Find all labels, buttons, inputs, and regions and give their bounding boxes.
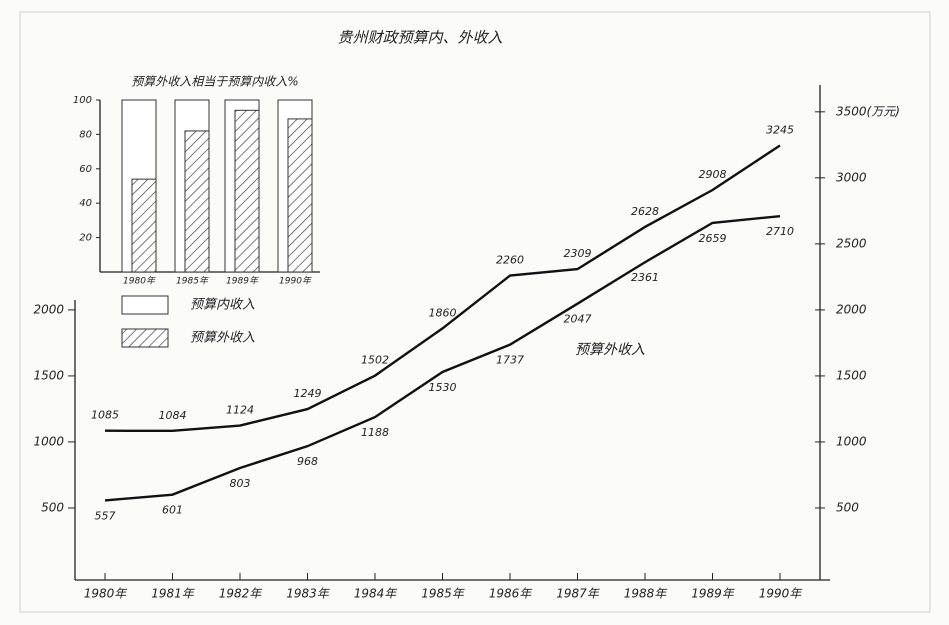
x-tick-label: 1980年 xyxy=(84,587,129,601)
data-label: 1737 xyxy=(496,354,524,367)
y-tick-label: 40 xyxy=(79,198,92,209)
y2-tick-label: 3000 xyxy=(836,170,867,184)
data-label: 968 xyxy=(297,455,318,468)
legend-swatch xyxy=(121,295,169,315)
x-tick-label: 1989年 xyxy=(226,276,259,287)
bar xyxy=(234,109,260,273)
x-tick-label: 1983年 xyxy=(286,587,331,601)
line xyxy=(104,214,781,502)
x-tick-label: 1985年 xyxy=(421,587,466,601)
x-tick-label: 1989年 xyxy=(691,587,736,601)
data-label: 2361 xyxy=(631,271,659,284)
y-tick-label: 100 xyxy=(73,95,92,106)
line xyxy=(104,144,781,433)
data-label: 2628 xyxy=(631,205,659,218)
data-label: 2260 xyxy=(496,254,524,267)
y2-tick-label: 1500 xyxy=(836,368,867,382)
y-tick-label: 1000 xyxy=(33,434,64,448)
x-tick-label: 1990年 xyxy=(279,276,312,287)
data-label: 3245 xyxy=(766,123,794,136)
data-label: 1124 xyxy=(226,404,254,417)
bar xyxy=(131,178,157,273)
annotation: 预算外收入 xyxy=(575,342,645,358)
data-label: 1084 xyxy=(159,409,187,422)
data-label: 1502 xyxy=(361,354,389,367)
legend-swatch xyxy=(121,328,169,348)
chart-title: 贵州财政预算内、外收入 xyxy=(337,29,502,47)
y-tick-label: 60 xyxy=(79,164,92,175)
data-label: 803 xyxy=(230,477,251,490)
data-label: 2908 xyxy=(699,168,727,181)
data-label: 601 xyxy=(162,504,183,517)
data-label: 2659 xyxy=(699,232,727,245)
x-tick-label: 1982年 xyxy=(219,587,264,601)
data-label: 1188 xyxy=(361,426,389,439)
x-tick-label: 1981年 xyxy=(151,587,196,601)
data-label: 1249 xyxy=(294,387,322,400)
legend-label: 预算内收入 xyxy=(190,298,255,313)
y2-tick-label: 2500 xyxy=(836,236,867,250)
data-label: 1860 xyxy=(429,306,457,319)
data-label: 1530 xyxy=(429,381,457,394)
frame xyxy=(19,11,931,613)
data-label: 1085 xyxy=(91,409,119,422)
bar xyxy=(287,118,313,273)
data-label: 2710 xyxy=(766,225,794,238)
legend-label: 预算外收入 xyxy=(190,331,255,346)
y-tick-label: 2000 xyxy=(33,302,64,316)
x-tick-label: 1990年 xyxy=(759,587,804,601)
x-tick-label: 1984年 xyxy=(354,587,399,601)
inset-title: 预算外收入相当于预算内收入% xyxy=(131,75,298,89)
x-tick-label: 1988年 xyxy=(624,587,669,601)
data-label: 2047 xyxy=(564,313,592,326)
bar xyxy=(184,130,210,273)
x-tick-label: 1986年 xyxy=(489,587,534,601)
y-tick-label: 80 xyxy=(79,129,92,140)
y2-tick-label: 2000 xyxy=(836,302,867,316)
data-label: 2309 xyxy=(564,247,592,260)
y-tick-label: 500 xyxy=(41,500,64,514)
x-tick-label: 1987年 xyxy=(556,587,601,601)
y2-tick-label: 500 xyxy=(836,500,859,514)
x-tick-label: 1980年 xyxy=(123,276,156,287)
y-tick-label: 20 xyxy=(79,233,92,244)
x-tick-label: 1985年 xyxy=(176,276,209,287)
data-label: 557 xyxy=(95,509,116,522)
y2-tick-label: 3500(万元) xyxy=(836,104,900,118)
y-tick-label: 1500 xyxy=(33,368,64,382)
y2-tick-label: 1000 xyxy=(836,434,867,448)
